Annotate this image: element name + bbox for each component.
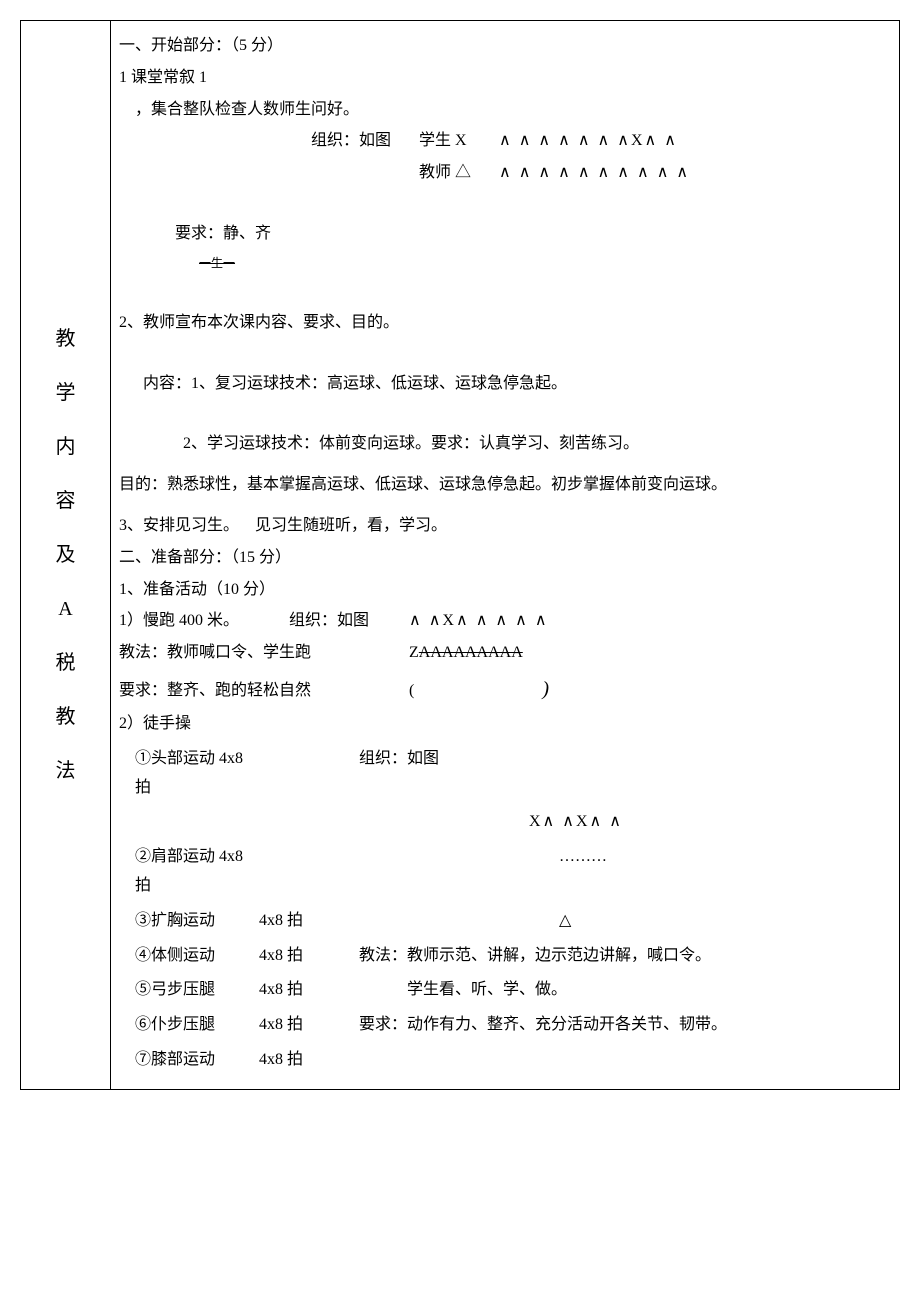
formation-label: 组织：如图 — [119, 127, 419, 156]
paren-close: ) — [542, 678, 549, 700]
exercise-beat: 4x8 拍 — [259, 1011, 359, 1040]
item1-num: 1 课堂常叙 1 — [119, 64, 891, 93]
label-char: 教 — [29, 321, 102, 357]
exercise-beat: 4x8 拍 — [259, 976, 359, 1005]
item2: 2、教师宣布本次课内容、要求、目的。 — [119, 309, 891, 338]
exercise-beat: 4x8 拍 — [259, 907, 359, 936]
label-char: 教 — [29, 699, 102, 735]
student-text: 学生看、听、学、做。 — [359, 976, 891, 1005]
content-1: 1、复习运球技术：高运球、低运球、运球急停急起。 — [191, 375, 567, 392]
exercise-name: ⑤弓步压腿 — [119, 976, 259, 1005]
exercise-name: ②肩部运动 4x8 拍 — [119, 843, 259, 901]
jog-org: 组织：如图 — [289, 607, 409, 636]
purpose: 目的：熟悉球性，基本掌握高运球、低运球、运球急停急起。初步掌握体前变向运球。 — [119, 471, 891, 500]
label-char: 学 — [29, 375, 102, 411]
org-triangle: △ — [359, 907, 891, 936]
exercise-name: ⑥仆步压腿 — [119, 1011, 259, 1040]
method-text: 教法：教师示范、讲解，边示范边讲解，喊口令。 — [359, 942, 891, 971]
section-label-cell: 教 学 内 容 及 A 税 教 法 — [21, 21, 111, 1090]
label-char: 税 — [29, 645, 102, 681]
content-cell: 一、开始部分：（5 分） 1 课堂常叙 1 ，集合整队检查人数师生问好。 组织：… — [111, 21, 900, 1090]
section2-heading: 二、准备部分：（15 分） — [119, 544, 891, 573]
content-line: 内容：1、复习运球技术：高运球、低运球、运球急停急起。 — [119, 341, 891, 427]
exercise-beat: 4x8 拍 — [259, 1046, 359, 1075]
student-label: 学生 X — [419, 127, 499, 156]
org-dots: ……… — [359, 843, 891, 901]
requirement-line: 要求：静、齐 一生一 — [119, 191, 891, 306]
exercise-name: ③扩胸运动 — [119, 907, 259, 936]
item3: 3、安排见习生。 见习生随班听，看，学习。 — [119, 512, 891, 541]
req-text: 要求：动作有力、整齐、充分活动开各关节、韧带。 — [359, 1011, 891, 1040]
label-char: 容 — [29, 483, 102, 519]
teacher-label: 教师 △ — [419, 159, 499, 188]
method-strike-line: ZAAAAAAAAA — [409, 639, 523, 668]
label-char: 法 — [29, 753, 102, 789]
method-label: 教法：教师喊口令、学生跑 — [119, 639, 409, 668]
jog-label: 1）慢跑 400 米。 — [119, 607, 289, 636]
freehand-header: 2）徒手操 — [119, 710, 891, 739]
paren-open: ( — [409, 682, 414, 699]
method-strike: AAAAAAAAA — [419, 644, 523, 661]
section1-heading: 一、开始部分：（5 分） — [119, 32, 891, 61]
label-char: A — [29, 591, 102, 627]
item1-text: ，集合整队检查人数师生问好。 — [119, 96, 891, 125]
org-symbols: X∧ ∧X∧ ∧ — [359, 808, 891, 837]
jog-symbols: ∧ ∧X∧ ∧ ∧ ∧ ∧ — [409, 607, 891, 636]
label-char: 及 — [29, 537, 102, 573]
exercise-name: ⑦膝部运动 — [119, 1046, 259, 1075]
paren-group: ( ) — [409, 671, 549, 707]
label-char: 内 — [29, 429, 102, 465]
org-text: 组织：如图 — [151, 132, 391, 149]
content-label: 内容： — [143, 375, 191, 392]
method-z: Z — [409, 644, 419, 661]
exercise-beat: 4x8 拍 — [259, 942, 359, 971]
warmup-header: 1、准备活动（10 分） — [119, 576, 891, 605]
lesson-plan-table: 教 学 内 容 及 A 税 教 法 一、开始部分：（5 分） 1 课堂常叙 1 … — [20, 20, 900, 1090]
req-label2: 要求：整齐、跑的轻松自然 — [119, 677, 409, 706]
org-label2: 组织：如图 — [359, 745, 891, 803]
req-strike: 一生一 — [199, 256, 235, 270]
exercise-name: ④体侧运动 — [119, 942, 259, 971]
teacher-formation-symbols: ∧ ∧ ∧ ∧ ∧ ∧ ∧ ∧ ∧ ∧ — [499, 159, 891, 188]
student-formation-symbols: ∧ ∧ ∧ ∧ ∧ ∧ ∧X∧ ∧ — [499, 127, 891, 156]
content-2: 2、学习运球技术：体前变向运球。要求：认真学习、刻苦练习。 — [119, 430, 891, 459]
req-label: 要求：静、齐 — [175, 225, 271, 242]
exercise-name: ①头部运动 4x8 拍 — [119, 745, 259, 803]
